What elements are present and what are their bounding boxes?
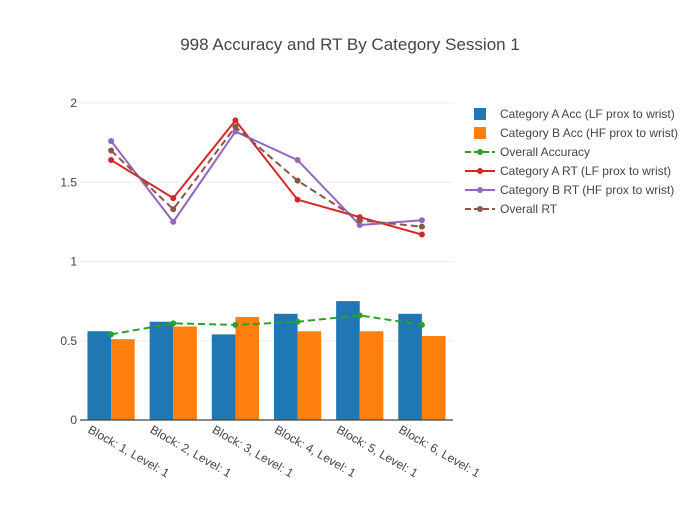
data-point[interactable]	[232, 123, 239, 130]
legend-label: Category A RT (LF prox to wrist)	[500, 164, 671, 178]
data-point[interactable]	[170, 195, 177, 202]
legend-item[interactable]: Category A RT (LF prox to wrist)	[465, 164, 671, 178]
data-point[interactable]	[356, 222, 363, 229]
data-point[interactable]	[232, 321, 239, 328]
line-layer	[108, 117, 425, 338]
data-point[interactable]	[294, 177, 301, 184]
data-point[interactable]	[108, 331, 115, 338]
legend-swatch	[474, 108, 486, 120]
data-point[interactable]	[294, 196, 301, 203]
chart-title: 998 Accuracy and RT By Category Session …	[180, 35, 520, 54]
data-point[interactable]	[294, 318, 301, 325]
data-point[interactable]	[232, 128, 239, 135]
bar[interactable]	[149, 321, 174, 420]
legend-label: Category B RT (HF prox to wrist)	[500, 183, 674, 197]
y-tick-label: 2	[70, 96, 77, 110]
y-tick-label: 0	[70, 413, 77, 427]
data-point[interactable]	[108, 138, 115, 145]
bar[interactable]	[173, 326, 197, 420]
series-line[interactable]	[110, 130, 422, 227]
bar[interactable]	[211, 334, 236, 420]
data-point[interactable]	[418, 321, 425, 328]
data-point[interactable]	[232, 117, 239, 124]
legend-label: Category B Acc (HF prox to wrist)	[500, 126, 678, 140]
legend-item[interactable]: Category B Acc (HF prox to wrist)	[474, 126, 678, 140]
data-point[interactable]	[418, 231, 425, 238]
series-line[interactable]	[110, 314, 423, 336]
bar[interactable]	[421, 335, 446, 420]
data-point[interactable]	[108, 157, 115, 164]
legend-marker	[477, 149, 483, 155]
legend-swatch	[474, 127, 486, 139]
legend-item[interactable]: Category A Acc (LF prox to wrist)	[474, 107, 675, 121]
bar[interactable]	[398, 313, 422, 420]
series-line[interactable]	[110, 125, 423, 228]
data-point[interactable]	[418, 217, 425, 224]
y-tick-label: 1	[70, 255, 77, 269]
bar[interactable]	[297, 331, 322, 420]
data-point[interactable]	[294, 157, 301, 164]
bar[interactable]	[87, 331, 112, 420]
legend-marker	[477, 168, 483, 174]
y-tick-label: 1.5	[60, 175, 77, 189]
data-point[interactable]	[356, 217, 363, 224]
legend-marker	[477, 187, 483, 193]
bar[interactable]	[111, 339, 135, 420]
legend-label: Overall Accuracy	[500, 145, 590, 159]
legend-item[interactable]: Overall Accuracy	[465, 145, 590, 159]
data-point[interactable]	[170, 218, 177, 225]
y-tick-label: 0.5	[60, 334, 77, 348]
legend-label: Overall RT	[500, 202, 558, 216]
data-point[interactable]	[418, 223, 425, 230]
legend-label: Category A Acc (LF prox to wrist)	[500, 107, 675, 121]
bar[interactable]	[359, 331, 384, 420]
data-point[interactable]	[356, 312, 363, 319]
bar[interactable]	[336, 301, 360, 420]
legend-item[interactable]: Category B RT (HF prox to wrist)	[465, 183, 674, 197]
bar[interactable]	[235, 316, 260, 420]
series-line[interactable]	[110, 118, 423, 236]
bar-layer	[87, 301, 446, 420]
legend-item[interactable]: Overall RT	[465, 202, 558, 216]
legend-marker	[477, 206, 483, 212]
bar[interactable]	[273, 313, 298, 420]
data-point[interactable]	[170, 206, 177, 213]
data-point[interactable]	[170, 320, 177, 327]
data-point[interactable]	[108, 147, 115, 154]
legend[interactable]: Category A Acc (LF prox to wrist) Categor…	[465, 107, 678, 216]
